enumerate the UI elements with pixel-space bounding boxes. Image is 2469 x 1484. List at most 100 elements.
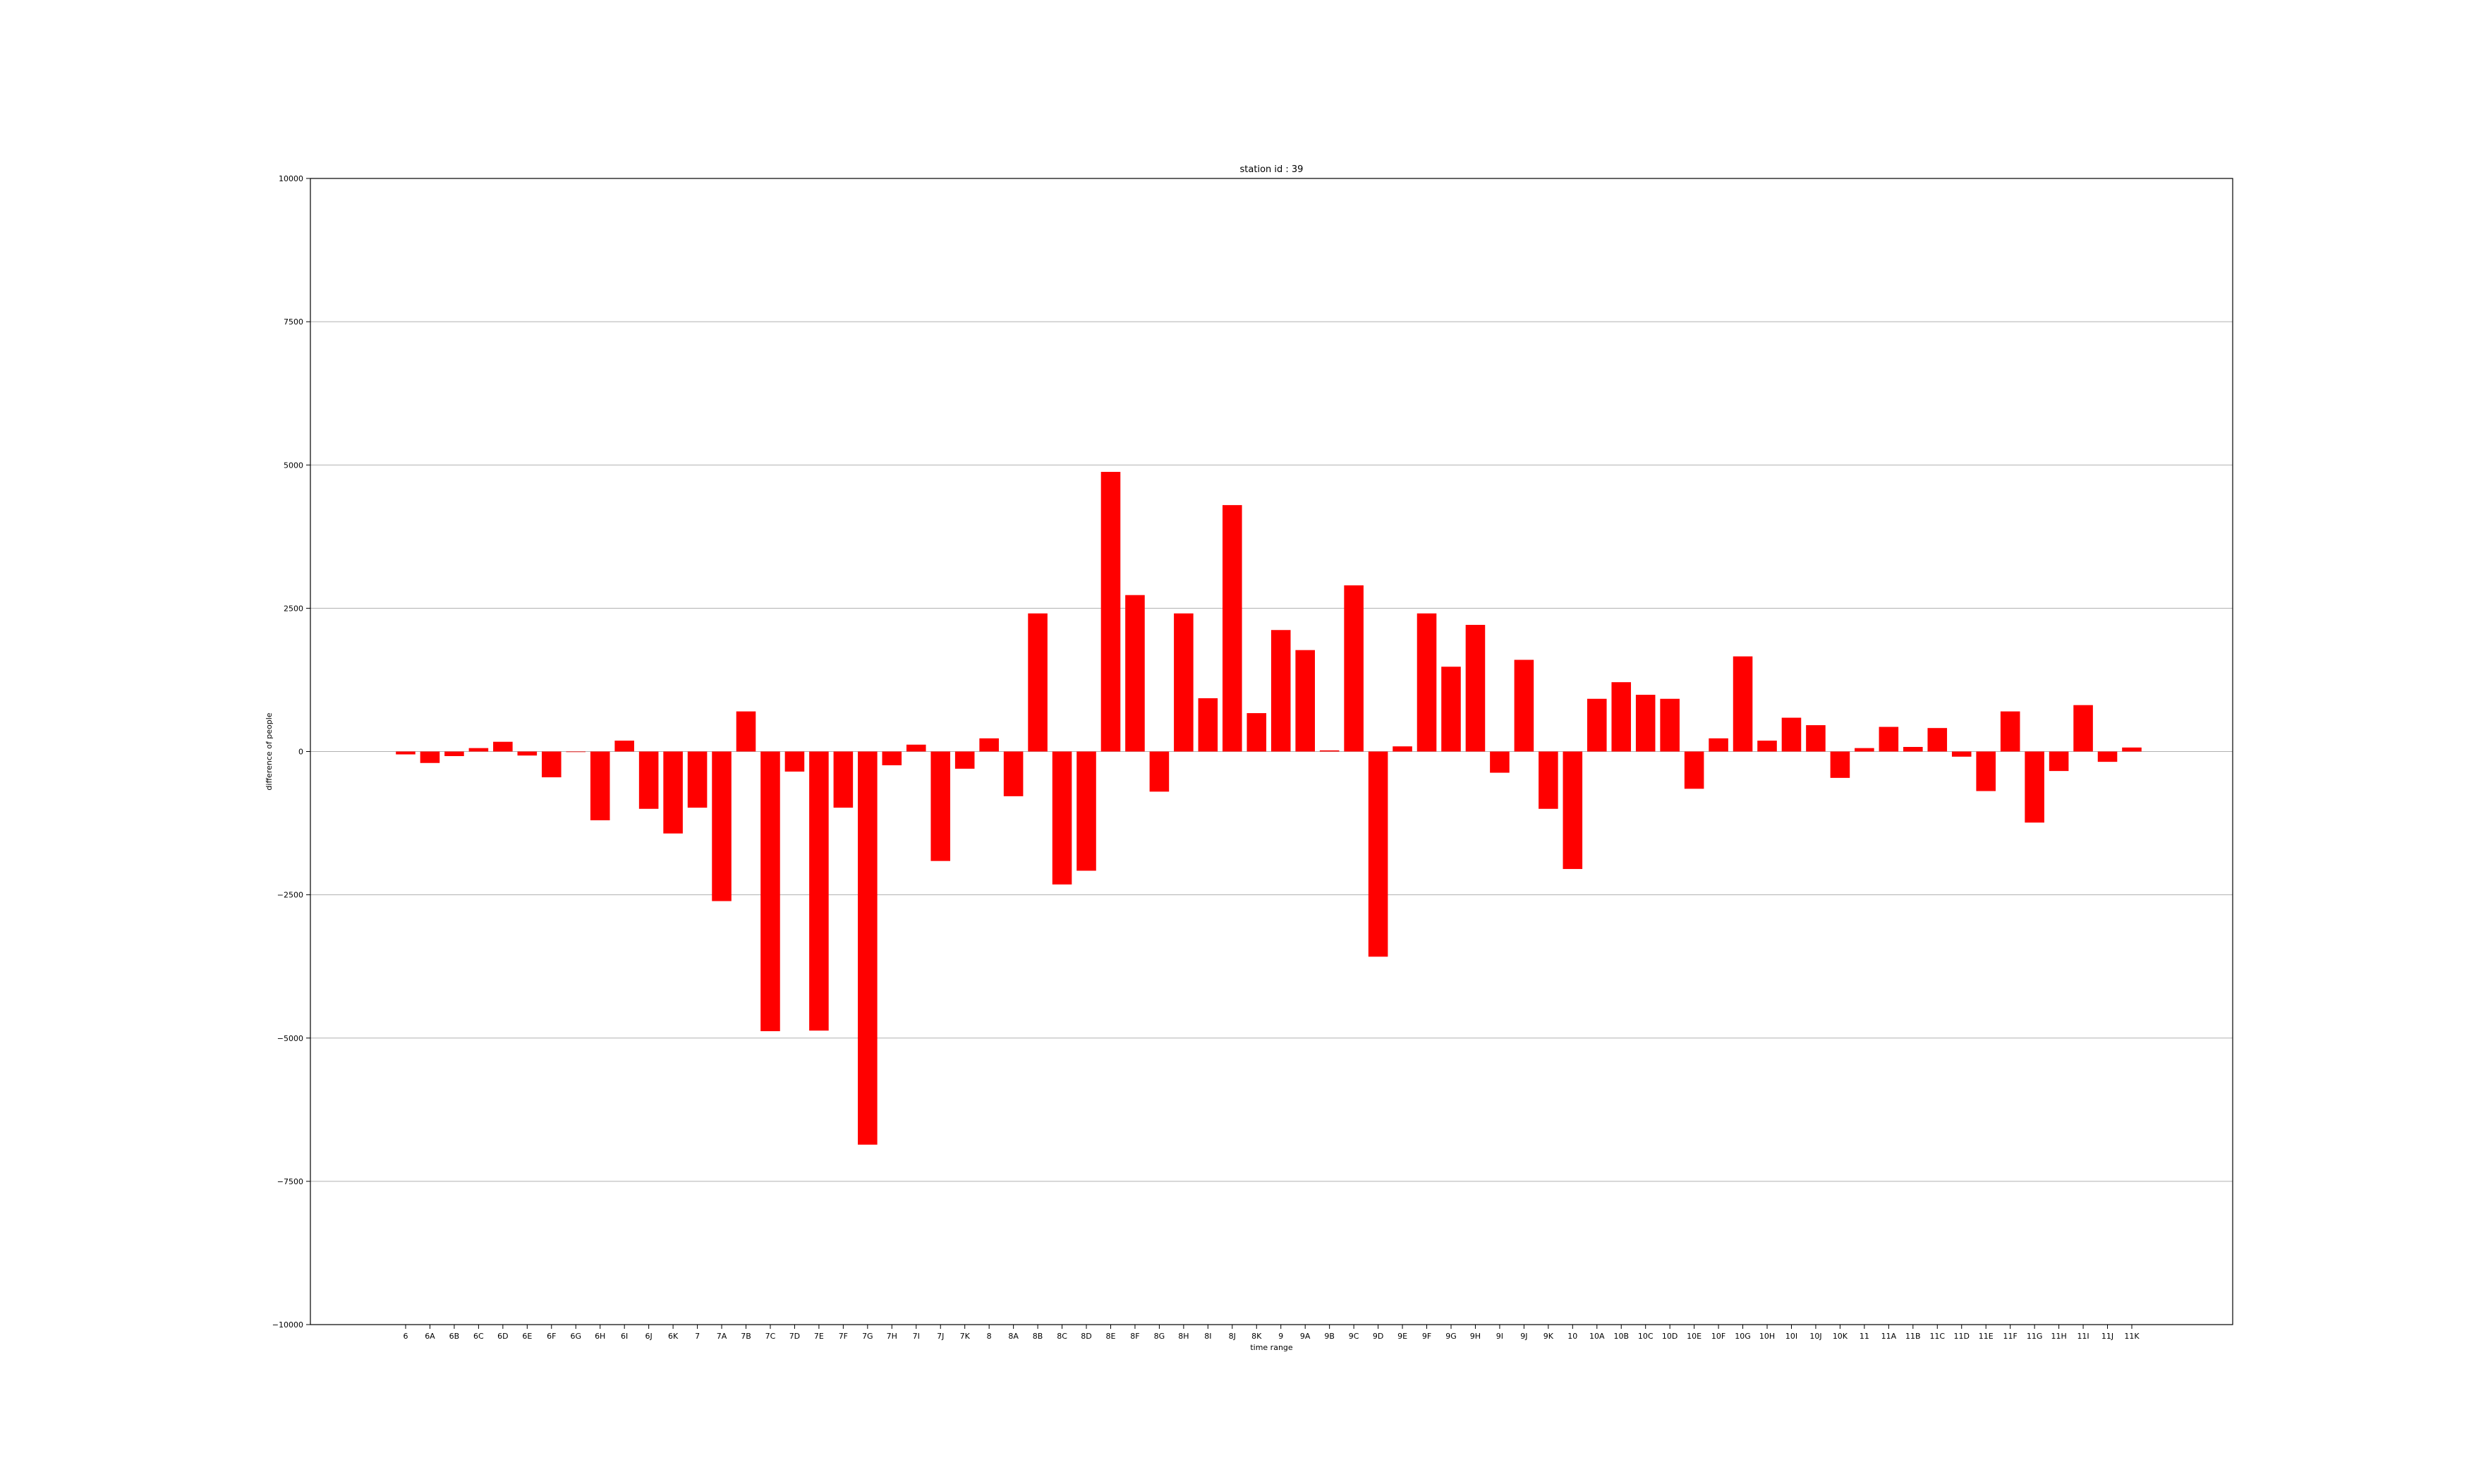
x-tick-label: 6A [425, 1332, 435, 1341]
x-tick-label: 8C [1057, 1332, 1067, 1341]
bar-6A [420, 751, 440, 763]
bar-9B [1319, 750, 1340, 752]
bar-6F [542, 751, 562, 778]
bar-10I [1781, 717, 1802, 752]
x-tick-label: 10K [1833, 1332, 1848, 1341]
bar-8J [1223, 505, 1242, 752]
bar-6J [638, 751, 659, 809]
y-axis-label: difference of people [265, 712, 274, 790]
bar-11K [2122, 747, 2142, 752]
x-tick-label: 8I [1204, 1332, 1211, 1341]
bar-6I [614, 741, 634, 752]
bar-8D [1076, 751, 1096, 871]
bar-6G [566, 751, 586, 753]
x-tick-label: 6 [404, 1332, 408, 1341]
bar-10 [1563, 751, 1583, 870]
bar-11D [1951, 751, 1972, 757]
x-tick-label: 9 [1278, 1332, 1283, 1341]
bar-7K [954, 751, 975, 769]
bar-10H [1757, 741, 1777, 752]
bar-9G [1441, 667, 1461, 752]
bar-11G [2025, 751, 2044, 823]
x-tick-label: 9K [1543, 1332, 1554, 1341]
x-tick-label: 11H [2051, 1332, 2066, 1341]
x-tick-label: 7J [937, 1332, 944, 1341]
x-tick-label: 11E [1979, 1332, 1994, 1341]
bar-7C [760, 751, 780, 1031]
x-tick-label: 8E [1106, 1332, 1116, 1341]
bar-11F [2000, 711, 2020, 752]
x-tick-label: 6H [595, 1332, 605, 1341]
x-tick-label: 7D [789, 1332, 800, 1341]
x-tick-label: 8 [987, 1332, 992, 1341]
bar-8I [1198, 698, 1218, 752]
bar-8G [1149, 751, 1170, 792]
x-tick-label: 9D [1373, 1332, 1383, 1341]
x-tick-label: 7G [862, 1332, 873, 1341]
x-tick-label: 9A [1300, 1332, 1311, 1341]
bar-9E [1393, 746, 1412, 752]
bar-7F [833, 751, 854, 808]
x-tick-label: 10F [1711, 1332, 1725, 1341]
x-tick-label: 6G [570, 1332, 581, 1341]
x-tick-label: 10A [1589, 1332, 1605, 1341]
x-tick-label: 11K [2124, 1332, 2140, 1341]
bar-11J [2097, 751, 2118, 762]
x-tick-label: 11I [2077, 1332, 2089, 1341]
y-tick-label: −2500 [277, 891, 303, 900]
y-tick-label: −5000 [277, 1034, 303, 1043]
y-tick-label: 7500 [284, 317, 303, 327]
bar-11I [2073, 705, 2093, 752]
x-tick-label: 9B [1324, 1332, 1335, 1341]
bar-9K [1539, 751, 1558, 809]
x-tick-label: 10 [1567, 1332, 1577, 1341]
bar-8E [1100, 472, 1121, 752]
bar-7E [809, 751, 829, 1031]
bar-10C [1635, 695, 1656, 752]
bar-10A [1587, 698, 1607, 752]
bar-9A [1295, 650, 1315, 752]
x-tick-label: 9E [1397, 1332, 1407, 1341]
bar-6K [663, 751, 683, 834]
bar-7D [784, 751, 805, 772]
x-tick-label: 8J [1229, 1332, 1236, 1341]
x-axis-ticks: 6 6A 6B 6C 6D 6E 6F 6G 6H 6I 6J 6K 7 7A 7B 7C 7D 7E 7F 7G 7H… [404, 1325, 2140, 1341]
bar-10J [1806, 725, 1826, 752]
y-tick-label: 2500 [284, 604, 303, 613]
x-tick-label: 6F [547, 1332, 556, 1341]
bar-11 [1855, 748, 1874, 752]
y-axis-ticks: −10000 −7500 −5000 −2500 0 2500 5000 7500 10000 [272, 174, 310, 1330]
x-tick-label: 11A [1881, 1332, 1897, 1341]
x-tick-label: 7C [765, 1332, 776, 1341]
bar-10B [1611, 682, 1632, 752]
bar-10G [1733, 656, 1753, 752]
bar-6B [444, 751, 464, 756]
x-tick-label: 10C [1638, 1332, 1654, 1341]
bar-10D [1660, 698, 1680, 752]
x-tick-label: 7A [717, 1332, 727, 1341]
x-tick-label: 9F [1422, 1332, 1431, 1341]
x-tick-label: 9H [1470, 1332, 1481, 1341]
bar-11C [1927, 728, 1948, 752]
bar-10K [1830, 751, 1850, 778]
x-tick-label: 10I [1785, 1332, 1797, 1341]
x-tick-label: 11J [2101, 1332, 2113, 1341]
x-tick-label: 11F [2003, 1332, 2018, 1341]
bar-8F [1125, 595, 1145, 752]
bar-9C [1344, 585, 1364, 752]
x-tick-label: 6J [645, 1332, 653, 1341]
x-tick-label: 7F [839, 1332, 848, 1341]
bar-6E [517, 751, 538, 756]
bar-9I [1490, 751, 1510, 773]
bar-7 [687, 751, 708, 808]
x-tick-label: 11 [1860, 1332, 1869, 1341]
x-tick-label: 8D [1081, 1332, 1091, 1341]
bars [396, 472, 2142, 1145]
bar-7H [882, 751, 902, 765]
x-tick-label: 6C [473, 1332, 484, 1341]
bar-7G [858, 751, 878, 1145]
x-tick-label: 10H [1759, 1332, 1775, 1341]
bar-8H [1174, 613, 1194, 752]
bar-9H [1465, 624, 1486, 752]
